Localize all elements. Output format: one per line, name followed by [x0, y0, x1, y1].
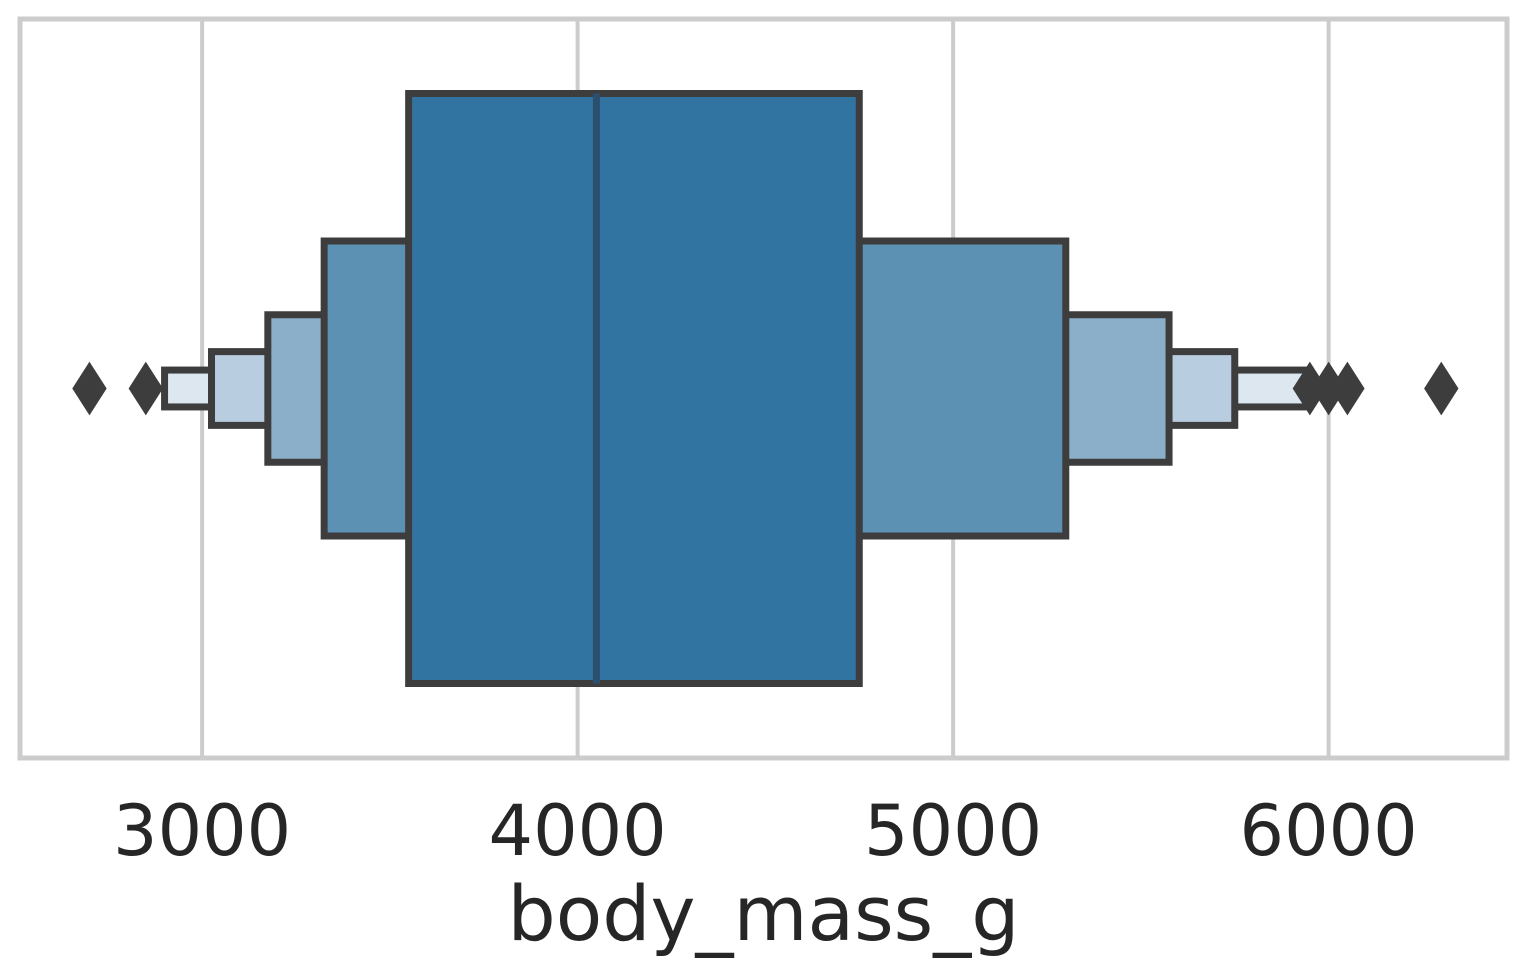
- x-tick-label-3: 6000: [1240, 790, 1418, 872]
- outlier-0: [72, 361, 107, 416]
- boxen-boxes: [161, 90, 1314, 687]
- x-tick-label-2: 5000: [864, 790, 1042, 872]
- x-tick-label-1: 4000: [489, 790, 667, 872]
- plot-frame: [17, 16, 1510, 761]
- outlier-markers: [72, 361, 1459, 416]
- x-axis-label: body_mass_g: [508, 869, 1020, 958]
- x-tick-label-0: 3000: [113, 790, 291, 872]
- outlier-1: [128, 361, 163, 416]
- box-level-1: [405, 90, 863, 687]
- x-axis-ticks: 3000 4000 5000 6000: [113, 790, 1418, 872]
- outlier-4: [1330, 361, 1365, 416]
- outlier-5: [1424, 361, 1459, 416]
